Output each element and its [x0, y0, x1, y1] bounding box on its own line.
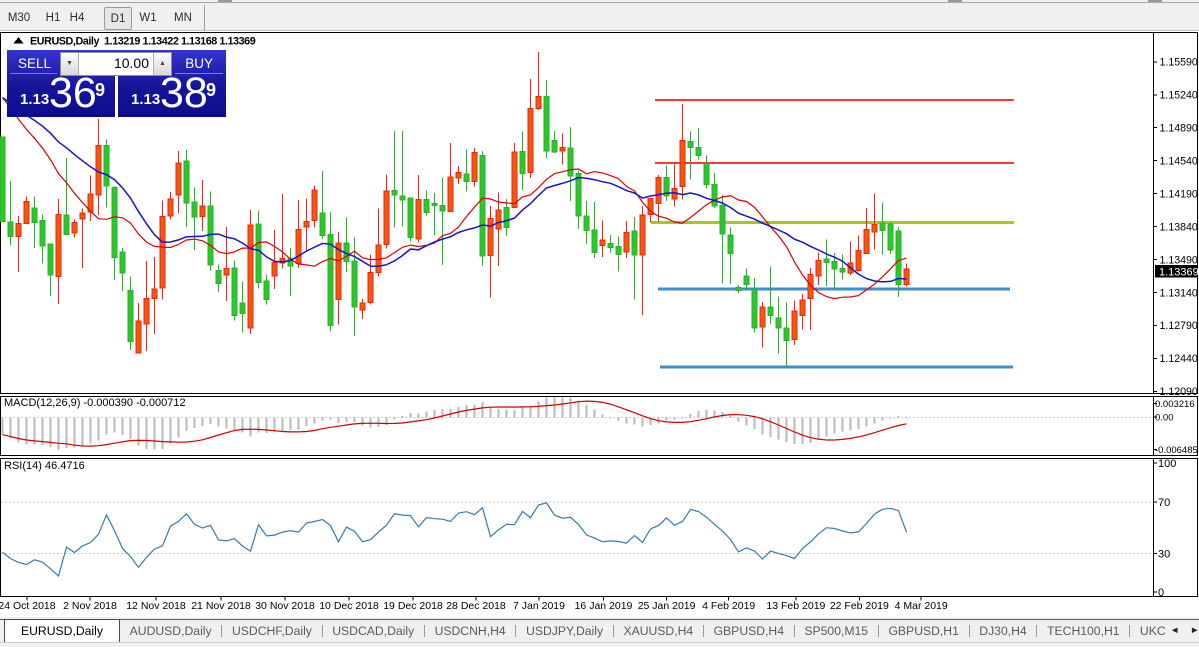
svg-text:4 Mar 2019: 4 Mar 2019	[895, 600, 948, 612]
svg-text:2 Nov 2018: 2 Nov 2018	[63, 600, 117, 612]
svg-text:1.14890: 1.14890	[1160, 123, 1198, 135]
svg-text:25 Jan 2019: 25 Jan 2019	[638, 600, 696, 612]
svg-text:100: 100	[1158, 458, 1176, 470]
svg-text:1.12440: 1.12440	[1160, 353, 1198, 365]
svg-text:19 Dec 2018: 19 Dec 2018	[383, 600, 443, 612]
svg-text:4 Feb 2019: 4 Feb 2019	[702, 600, 755, 612]
svg-text:1.12790: 1.12790	[1160, 320, 1198, 332]
svg-text:70: 70	[1158, 497, 1170, 509]
svg-text:22 Feb 2019: 22 Feb 2019	[830, 600, 889, 612]
svg-text:13 Feb 2019: 13 Feb 2019	[766, 600, 825, 612]
svg-text:0.003216: 0.003216	[1155, 399, 1195, 410]
svg-text:-0.006485: -0.006485	[1155, 445, 1198, 456]
svg-text:7 Jan 2019: 7 Jan 2019	[513, 600, 565, 612]
svg-text:1.13490: 1.13490	[1160, 254, 1198, 266]
svg-text:30 Nov 2018: 30 Nov 2018	[255, 600, 315, 612]
svg-text:1.13840: 1.13840	[1160, 221, 1198, 233]
svg-text:28 Dec 2018: 28 Dec 2018	[446, 600, 506, 612]
svg-text:1.13140: 1.13140	[1160, 287, 1198, 299]
svg-text:21 Nov 2018: 21 Nov 2018	[191, 600, 251, 612]
svg-text:30: 30	[1158, 549, 1170, 561]
svg-text:10 Dec 2018: 10 Dec 2018	[319, 600, 379, 612]
svg-text:EURUSD,Daily 1.13219 1.13422: EURUSD,Daily 1.13219 1.13422 1.13168 1.1…	[30, 36, 256, 48]
svg-text:0.00: 0.00	[1155, 413, 1174, 424]
svg-text:0: 0	[1158, 587, 1164, 599]
svg-text:1.12090: 1.12090	[1160, 386, 1198, 398]
svg-text:24 Oct 2018: 24 Oct 2018	[0, 600, 56, 612]
svg-text:1.14540: 1.14540	[1160, 156, 1198, 168]
svg-text:16 Jan 2019: 16 Jan 2019	[575, 600, 633, 612]
svg-text:MACD(12,26,9) -0.000390 -0.000: MACD(12,26,9) -0.000390 -0.000712	[4, 397, 186, 409]
svg-text:12 Nov 2018: 12 Nov 2018	[126, 600, 186, 612]
svg-text:1.15240: 1.15240	[1160, 90, 1198, 102]
svg-text:1.14190: 1.14190	[1160, 188, 1198, 200]
svg-text:1.13369: 1.13369	[1159, 266, 1199, 278]
svg-text:RSI(14) 46.4716: RSI(14) 46.4716	[4, 460, 85, 472]
svg-text:1.15590: 1.15590	[1160, 57, 1198, 69]
